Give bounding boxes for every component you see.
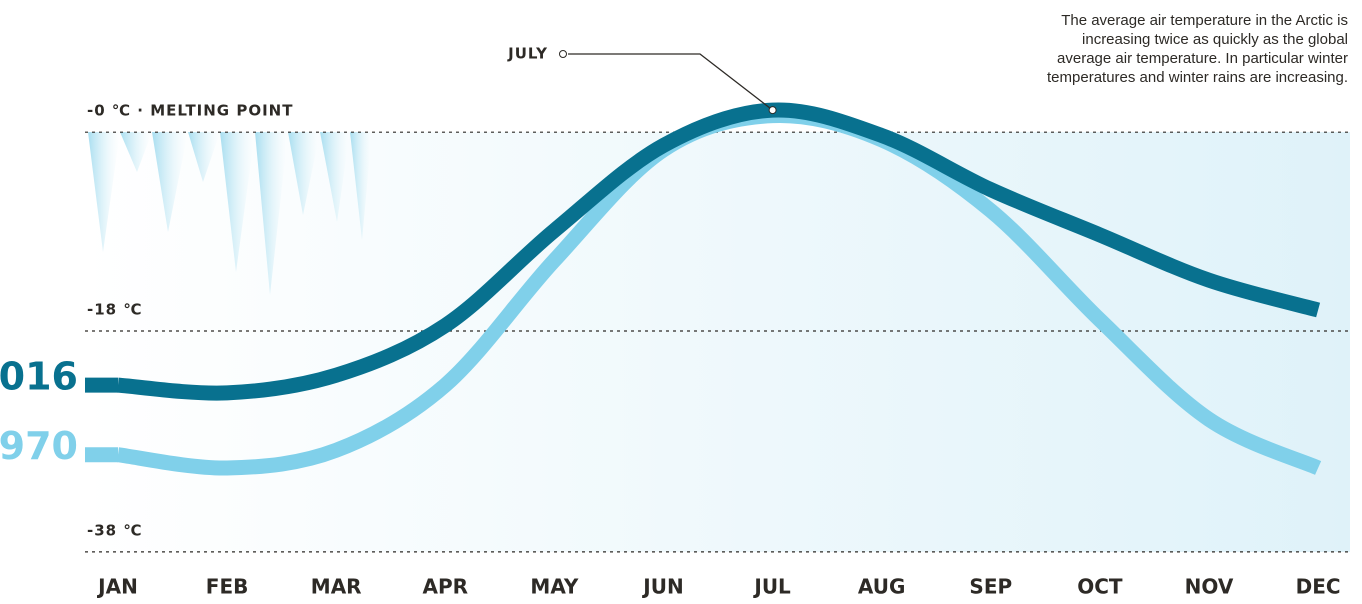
x-tick-label: JAN (96, 575, 138, 599)
x-tick-label: DEC (1296, 575, 1341, 599)
callout-dot (560, 51, 567, 58)
callout-line (568, 54, 773, 110)
x-tick-label: NOV (1185, 575, 1234, 599)
x-tick-label: AUG (858, 575, 906, 599)
legend-label: 1970 (0, 424, 78, 468)
annotation-line: temperatures and winter rains are increa… (1047, 69, 1348, 86)
x-tick-label: MAY (530, 575, 578, 599)
y-tick-label: -18 ℃ (87, 301, 143, 319)
annotation: The average air temperature in the Arcti… (1047, 12, 1348, 86)
x-tick-label: MAR (311, 575, 362, 599)
x-tick-label: JUN (641, 575, 683, 599)
annotation-line: The average air temperature in the Arcti… (1061, 12, 1348, 29)
callout-dot (769, 107, 776, 114)
annotation-line: average air temperature. In particular w… (1057, 50, 1348, 67)
y-tick-label: -0 ℃ · MELTING POINT (87, 102, 293, 120)
x-tick-label: JUL (752, 575, 791, 599)
x-tick-label: OCT (1077, 575, 1123, 599)
y-tick-label: -38 ℃ (87, 521, 143, 539)
annotation-line: increasing twice as quickly as the globa… (1082, 31, 1348, 48)
x-tick-label: SEP (969, 575, 1012, 599)
x-tick-label: FEB (206, 575, 249, 599)
x-tick-label: APR (423, 575, 469, 599)
legend-label: 2016 (0, 355, 78, 399)
chart: The average air temperature in the Arcti… (0, 0, 1362, 604)
callout-label: JULY (507, 45, 548, 63)
